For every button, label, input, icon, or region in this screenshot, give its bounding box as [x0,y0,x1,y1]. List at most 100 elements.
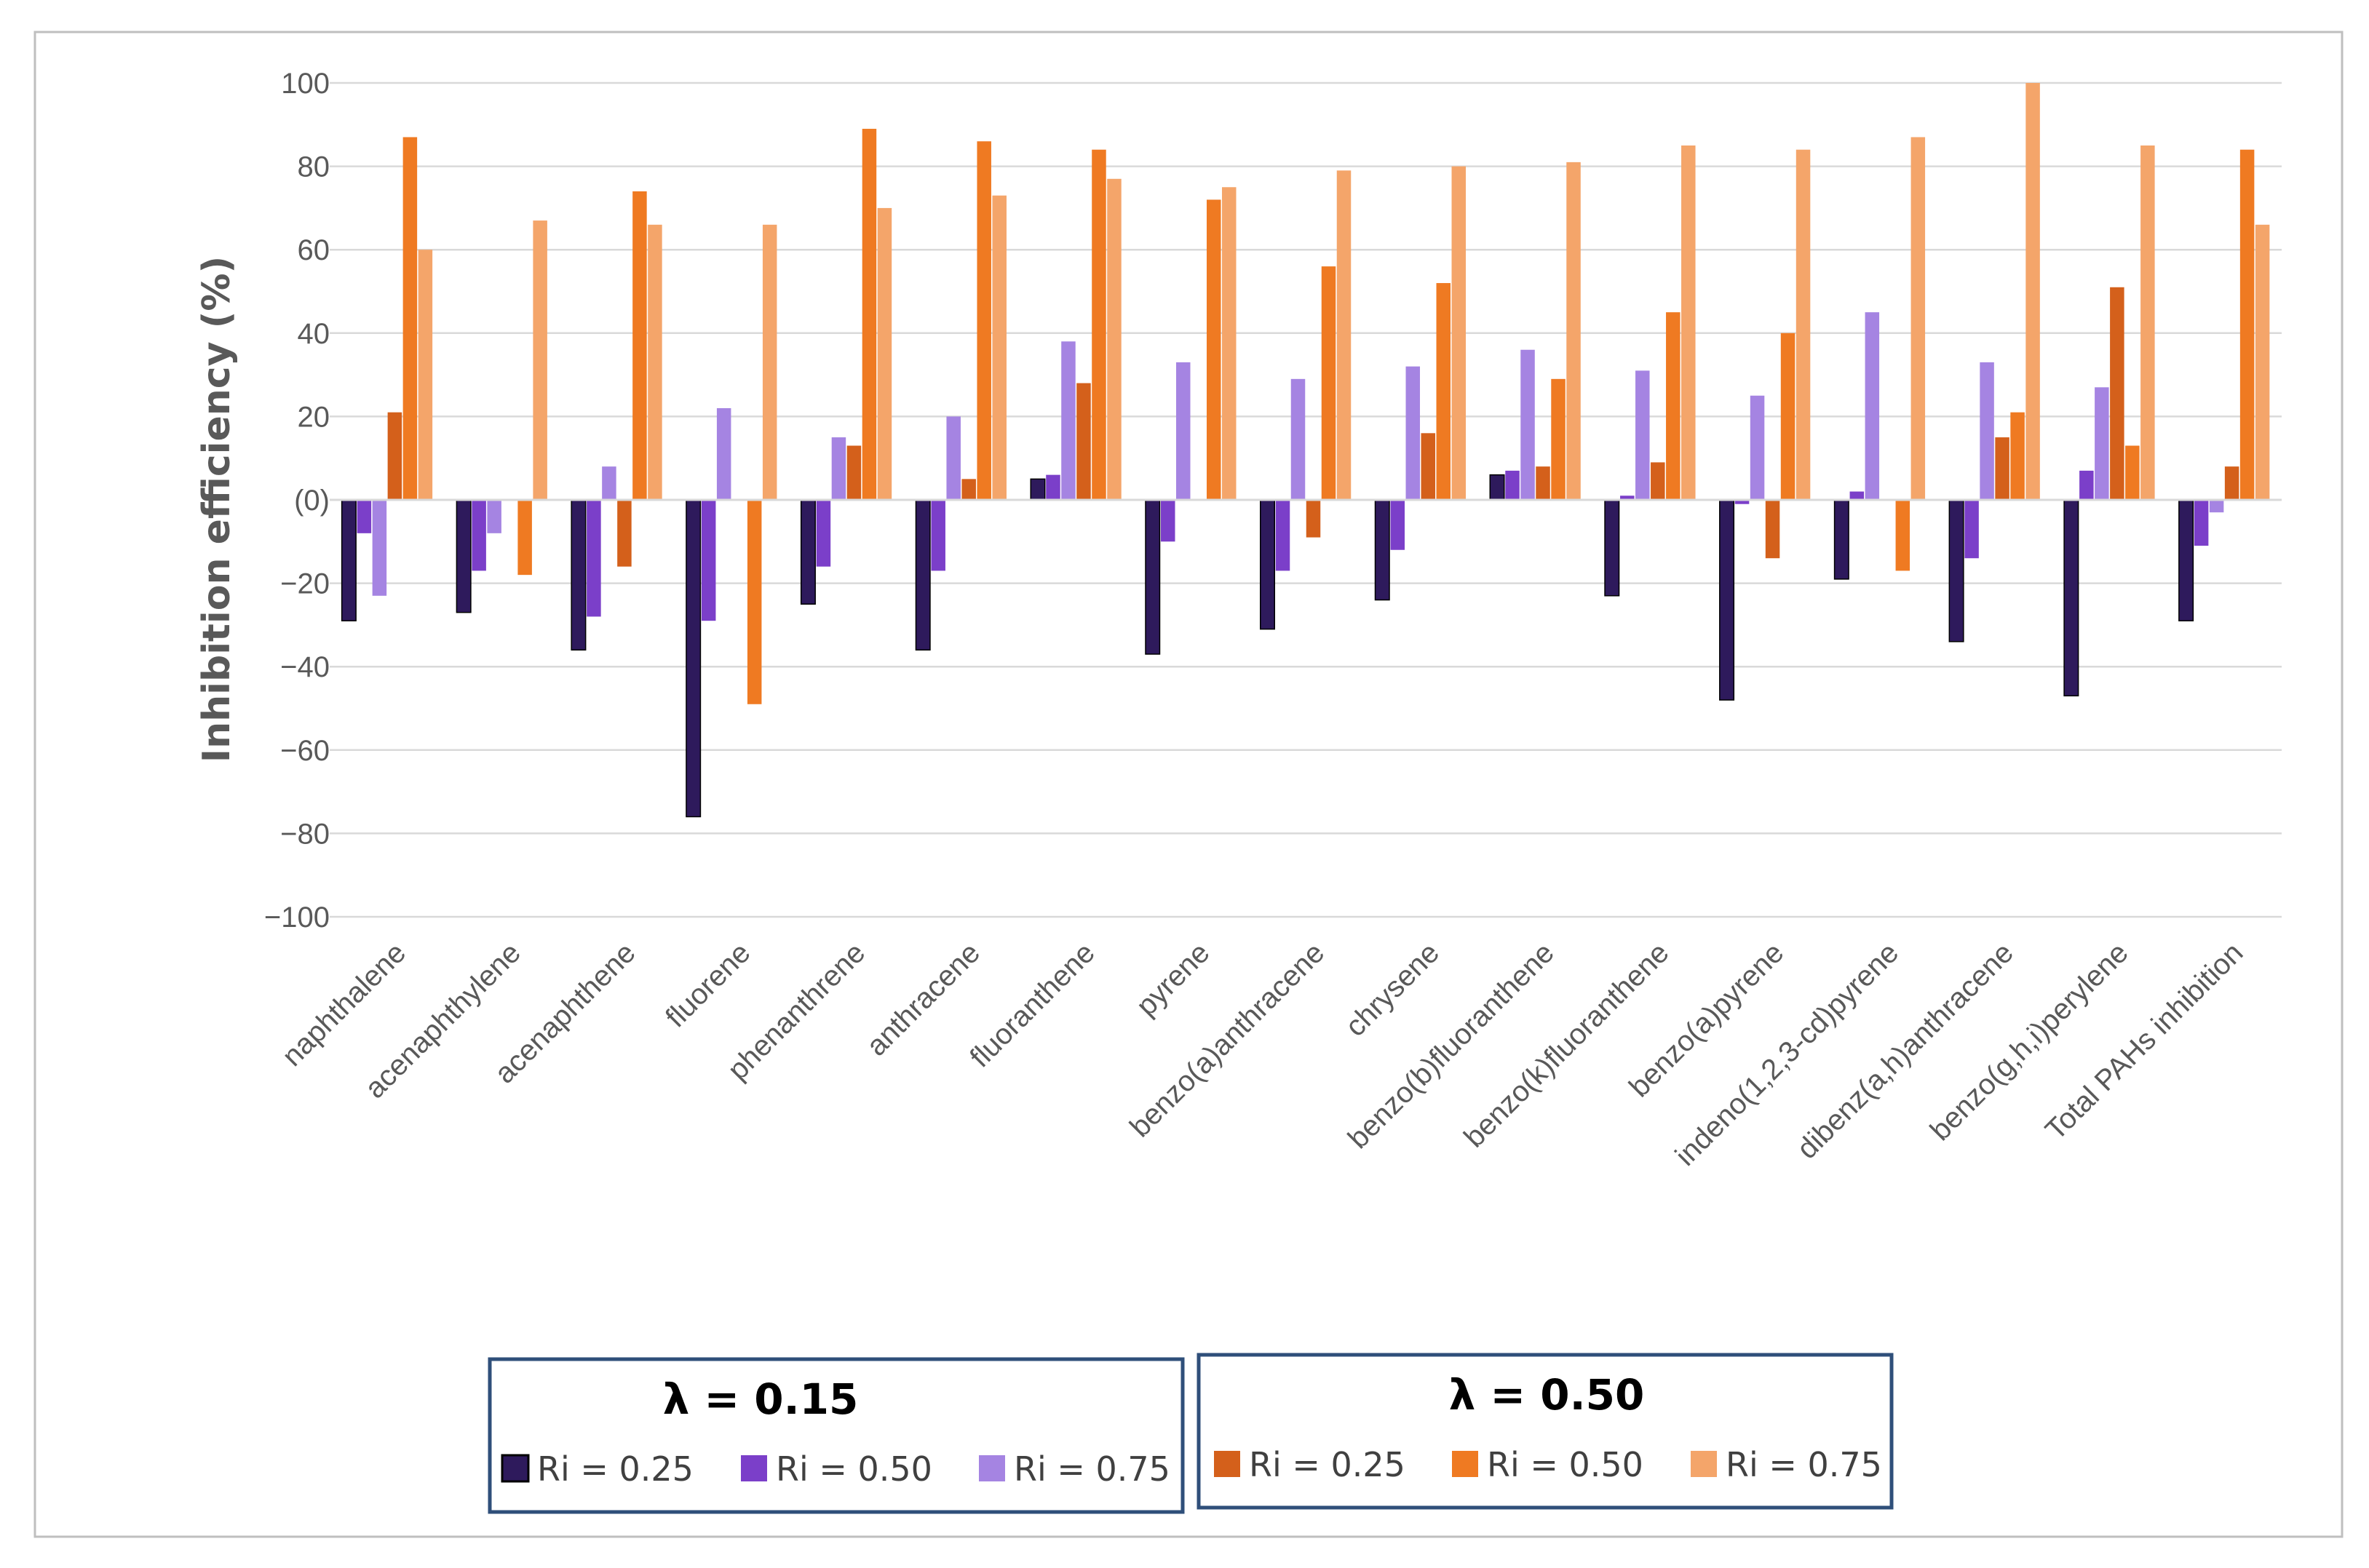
bar [1604,499,1620,597]
legend-label: Ri = 0.25 [537,1449,694,1489]
bar [632,191,647,500]
bar [2010,412,2025,500]
bar [1833,499,1849,580]
bar [2025,83,2040,500]
bar [2125,445,2140,500]
bar [418,250,433,500]
bar [487,500,501,533]
bar [946,416,961,500]
bar [1551,378,1566,500]
legend-swatch [1691,1451,1717,1477]
bar [587,500,601,617]
y-tick-label: 100 [281,68,330,100]
bar [1795,149,1811,500]
bar [1780,333,1795,500]
bar [2079,470,2094,500]
bar [648,224,662,500]
bar [1620,496,1635,500]
bar [1336,170,1352,500]
bar [1321,266,1336,500]
bar [846,445,862,500]
legend-group-title: λ = 0.15 [663,1374,859,1424]
y-tick-label: 40 [298,318,330,350]
bar [456,499,472,613]
bar [1765,500,1780,559]
bar [533,220,547,500]
bar [1145,499,1161,655]
bar [762,224,777,500]
bar [602,466,616,500]
y-tick-label: −40 [280,651,330,683]
bar [1865,312,1880,500]
bar [977,141,991,500]
bar [357,500,372,533]
y-tick-label: −100 [264,902,330,934]
bar [877,207,892,500]
legend-swatch [501,1454,530,1483]
bar [915,499,931,651]
bar [1405,366,1421,500]
bar [472,500,486,571]
bar [2224,466,2239,500]
bar [1536,466,1550,500]
bar [1030,478,1046,501]
bar [1061,341,1076,500]
bar [961,479,976,500]
bar [1107,178,1122,501]
bar [1635,370,1650,500]
legend-label: Ri = 0.75 [1014,1449,1170,1489]
bar [2140,145,2155,500]
bar [1651,462,1665,500]
bar [1451,166,1467,500]
bar [1895,500,1910,571]
bar [2063,499,2079,697]
bar [1436,283,1451,500]
legend-group-box [488,1357,1185,1514]
bar [571,499,587,651]
bar [1275,500,1290,571]
legend-swatch [741,1455,767,1481]
bar [686,499,702,818]
bar [517,500,532,576]
bar [1750,395,1765,500]
y-axis-title: Inhibition efficiency (%) [195,256,239,763]
y-tick-label: −80 [280,818,330,850]
bar [1092,149,1106,500]
y-tick-label: −20 [280,568,330,600]
bar [372,500,387,596]
bar [1076,383,1091,500]
legend-label: Ri = 0.75 [1726,1445,1882,1484]
bar [1964,500,1979,559]
bar [931,500,945,571]
legend-label: Ri = 0.25 [1249,1445,1405,1484]
bar [1221,187,1237,500]
legend-label: Ri = 0.50 [1487,1445,1643,1484]
legend-label: Ri = 0.50 [776,1449,932,1489]
bar [1290,378,1306,500]
y-tick-label: (0) [294,485,330,517]
bar [1160,500,1175,542]
chart-border [33,31,2344,1538]
bar [831,437,846,500]
bar [701,500,716,621]
bar [2178,499,2194,621]
bar [1374,499,1390,601]
bar [1666,312,1680,500]
bar [1306,500,1321,538]
bar [1995,437,2009,500]
legend-swatch [979,1455,1005,1481]
bar [2095,387,2109,500]
y-axis-ticks: 100 80 60 40 20 (0) −20 −40 −60 −80 −100 [264,68,330,934]
legend-swatch [1452,1451,1478,1477]
bar [1175,362,1191,500]
bar [1421,433,1436,500]
bar [1505,470,1520,500]
bar [747,500,762,704]
bar [402,137,418,501]
bar [2209,500,2224,513]
bar [716,407,731,500]
legend: λ = 0.15 Ri = 0.25 Ri = 0.50 Ri = 0.75 λ = 0… [488,1353,1894,1514]
bar [1980,362,1994,500]
